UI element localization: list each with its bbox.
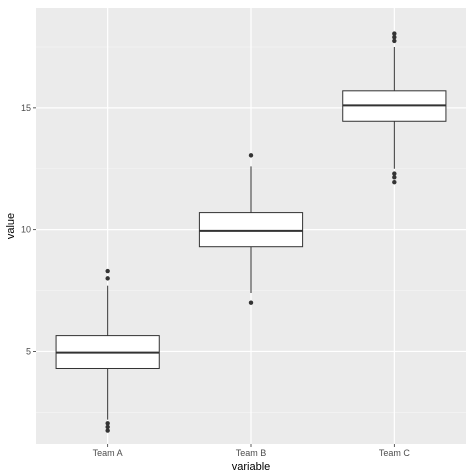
outlier-point — [392, 31, 397, 36]
x-tick-label: Team A — [93, 448, 123, 458]
x-axis-title: variable — [232, 461, 271, 473]
y-axis-ticks: 5 10 15 — [21, 103, 36, 356]
outlier-point — [105, 268, 110, 274]
box-team-c — [342, 31, 447, 185]
outlier-point — [105, 421, 110, 426]
outlier-point — [392, 171, 397, 176]
x-tick-label: Team C — [379, 448, 411, 458]
outlier-point — [392, 175, 397, 180]
outlier-point — [248, 300, 254, 305]
outlier-point — [392, 179, 397, 185]
outlier-point — [248, 153, 254, 158]
x-tick-label: Team B — [236, 448, 267, 458]
outlier-point — [392, 35, 397, 40]
y-tick-label: 5 — [26, 346, 31, 356]
outlier-point — [105, 276, 110, 281]
outlier-point — [105, 428, 110, 433]
box-iqr — [198, 212, 304, 248]
y-axis-title: value — [5, 213, 17, 239]
box-team-a — [55, 268, 160, 433]
x-axis-ticks: Team A Team B Team C — [93, 444, 411, 458]
outlier-point — [105, 424, 110, 430]
box-team-b — [198, 153, 304, 305]
outlier-point — [392, 38, 397, 44]
box-group — [55, 31, 447, 433]
y-tick-label: 10 — [21, 225, 31, 235]
y-tick-label: 15 — [21, 103, 31, 113]
